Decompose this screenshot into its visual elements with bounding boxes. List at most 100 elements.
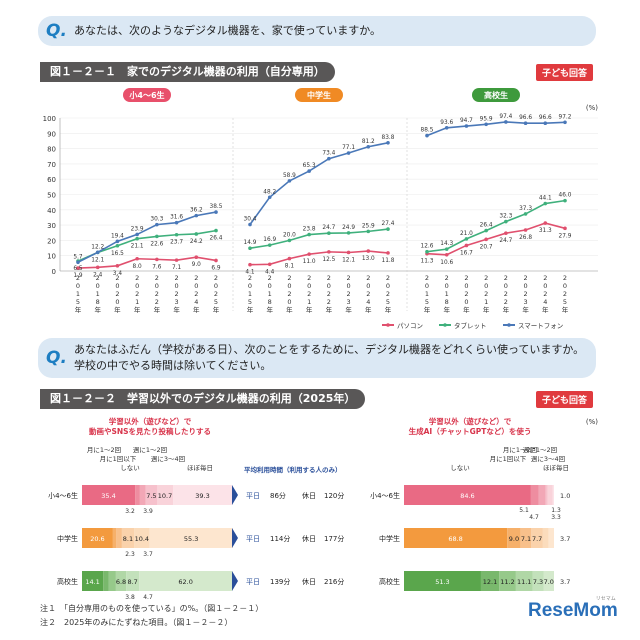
data-label: 16.5 bbox=[111, 251, 124, 257]
x-tick-label: 2 bbox=[155, 274, 159, 282]
category-label: 高校生 bbox=[379, 577, 400, 586]
x-tick-label: 年 bbox=[443, 305, 450, 314]
x-tick-label: 年 bbox=[306, 305, 313, 314]
category-label: 中学生 bbox=[379, 534, 400, 543]
x-tick-label: 2 bbox=[504, 290, 508, 298]
data-label: 11.3 bbox=[421, 259, 434, 265]
x-tick-label: 0 bbox=[155, 282, 159, 290]
data-label: 93.6 bbox=[440, 120, 453, 126]
x-tick-label: 0 bbox=[484, 282, 488, 290]
question-text-line1: あなたはふだん（学校がある日）、次のことをするために、デジタル機器をどれくらい使… bbox=[74, 343, 585, 356]
bar-value-label: 68.8 bbox=[448, 535, 462, 543]
arrow-icon bbox=[232, 571, 238, 591]
data-point bbox=[464, 237, 469, 241]
x-tick-label: 年 bbox=[542, 305, 549, 314]
data-label: 94.7 bbox=[460, 118, 473, 124]
data-point bbox=[346, 250, 351, 255]
x-tick-label: 2 bbox=[175, 274, 179, 282]
data-label: 8.0 bbox=[133, 264, 143, 270]
x-tick-label: 2 bbox=[307, 274, 311, 282]
data-label: 24.7 bbox=[322, 225, 335, 231]
data-label: 48.2 bbox=[263, 189, 276, 195]
series-line-パソコン bbox=[249, 250, 389, 266]
data-point bbox=[155, 257, 159, 262]
data-point bbox=[248, 246, 252, 251]
data-label: 77.1 bbox=[342, 145, 355, 151]
x-tick-label: 2 bbox=[214, 274, 218, 282]
data-point bbox=[135, 232, 139, 237]
legend-label: タブレット bbox=[454, 321, 487, 330]
data-label: 36.2 bbox=[190, 208, 203, 214]
segment-small-label: 3.3 bbox=[551, 514, 561, 521]
y-tick-label: 90 bbox=[47, 130, 56, 138]
bar-value-label: 8.1 bbox=[123, 535, 133, 543]
bar-value-label: 9.0 bbox=[509, 535, 519, 543]
x-tick-label: 2 bbox=[155, 290, 159, 298]
x-tick-label: 年 bbox=[154, 305, 161, 314]
x-tick-label: 2 bbox=[327, 290, 331, 298]
data-label: 3.4 bbox=[113, 271, 123, 277]
question-marker: Q. bbox=[46, 21, 67, 41]
segment-callout: 月に1～2回 bbox=[87, 446, 121, 454]
segment-right-label: 1.0 bbox=[560, 492, 570, 500]
bar-segment bbox=[173, 485, 232, 505]
respondent-badge-1: 子ども回答 bbox=[536, 64, 594, 81]
category-label: 小4～6生 bbox=[48, 491, 78, 500]
data-point bbox=[464, 124, 469, 128]
series-line-スマートフォン bbox=[426, 121, 566, 137]
data-point bbox=[76, 260, 80, 265]
data-point bbox=[543, 121, 548, 126]
legend-label: パソコン bbox=[397, 322, 423, 330]
x-tick-label: 2 bbox=[135, 274, 139, 282]
bar-segment bbox=[116, 528, 122, 548]
data-label: 81.2 bbox=[362, 139, 375, 145]
x-tick-label: 2 bbox=[96, 274, 100, 282]
segment-small-label: 4.7 bbox=[143, 594, 153, 601]
data-point bbox=[248, 262, 252, 267]
x-tick-label: 5 bbox=[563, 298, 567, 306]
data-point bbox=[135, 256, 139, 261]
data-label: 16.9 bbox=[263, 237, 276, 243]
bar-segment bbox=[115, 571, 127, 591]
bar-segment bbox=[145, 485, 157, 505]
series-line-パソコン bbox=[77, 256, 217, 269]
data-label: 11.8 bbox=[382, 258, 395, 264]
x-tick-label: 年 bbox=[114, 305, 121, 314]
series-line-タブレット bbox=[249, 228, 389, 249]
data-point bbox=[194, 255, 199, 260]
x-tick-label: 年 bbox=[75, 305, 82, 314]
legend-dot bbox=[386, 323, 390, 327]
bar-segment bbox=[530, 485, 539, 505]
bar-segment bbox=[404, 528, 508, 548]
data-label: 5.7 bbox=[73, 254, 83, 260]
x-tick-label: 2 bbox=[268, 274, 272, 282]
logo-text: ReseMom bbox=[528, 600, 618, 621]
y-tick-label: 50 bbox=[47, 192, 56, 200]
data-label: 6.5 bbox=[73, 266, 83, 272]
group-label: 小4～6生 bbox=[128, 90, 164, 100]
data-point bbox=[563, 198, 567, 203]
data-point bbox=[155, 222, 159, 227]
x-tick-label: 0 bbox=[563, 282, 567, 290]
bar-segment bbox=[108, 571, 116, 591]
bar-segment bbox=[480, 571, 500, 591]
resemom-logo: ReseMom リセマム bbox=[528, 596, 618, 622]
avg-holiday-value: 120分 bbox=[324, 491, 344, 500]
data-label: 44.1 bbox=[539, 196, 552, 202]
data-point bbox=[135, 236, 139, 241]
bar-value-label: 10.7 bbox=[158, 492, 172, 500]
data-label: 26.4 bbox=[480, 223, 493, 229]
segment-right-label: 3.7 bbox=[560, 578, 570, 586]
x-tick-label: 2 bbox=[563, 290, 567, 298]
segment-callout: 週に3～4回 bbox=[151, 454, 185, 463]
data-point bbox=[115, 239, 120, 244]
data-label: 12.5 bbox=[322, 257, 335, 263]
avg-weekday-label: 平日 bbox=[246, 535, 260, 543]
x-tick-label: 2 bbox=[445, 274, 449, 282]
data-label: 11.0 bbox=[303, 259, 316, 265]
x-tick-label: 5 bbox=[425, 298, 429, 306]
avg-weekday-label: 平日 bbox=[246, 578, 260, 586]
y-tick-label: 30 bbox=[47, 222, 56, 230]
data-point bbox=[267, 195, 272, 200]
